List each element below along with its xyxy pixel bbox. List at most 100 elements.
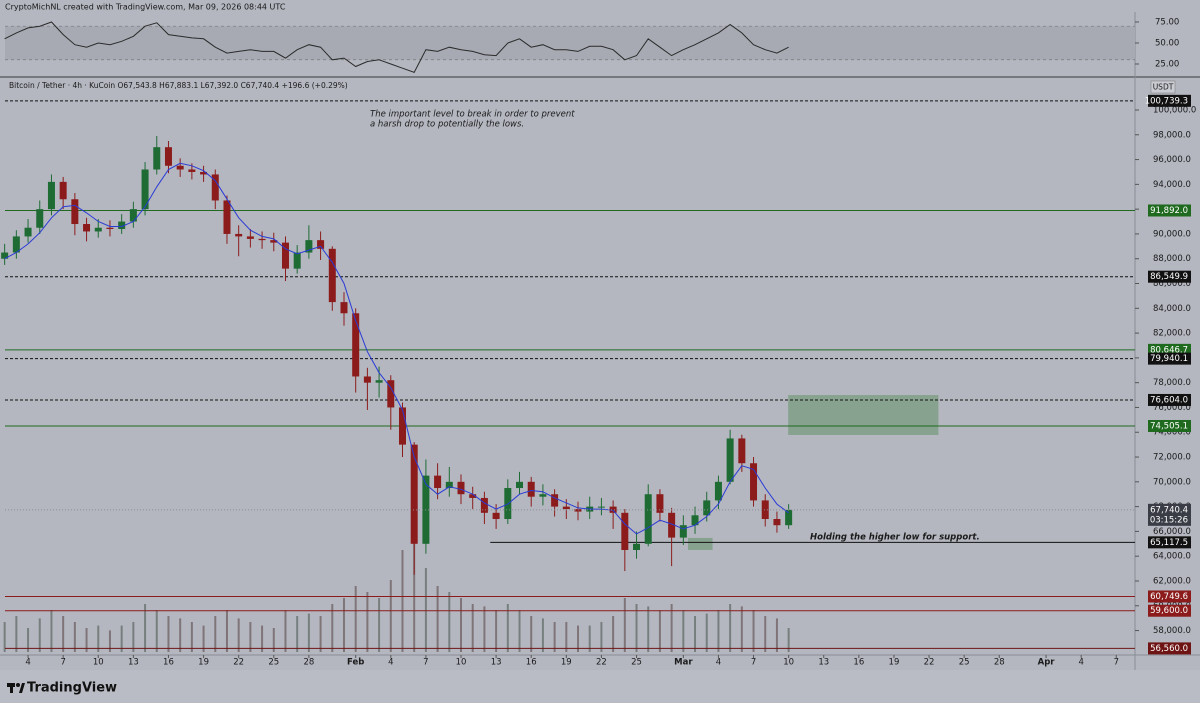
x-tick-label: 10 [456, 658, 467, 668]
volume-bar [483, 606, 486, 652]
level-label: 76,604.0 [1150, 395, 1188, 405]
level-label-box [1148, 419, 1191, 432]
level-label: 56,560.0 [1150, 644, 1188, 654]
volume-bar [389, 580, 392, 652]
rsi-line [4, 21, 789, 74]
y-tick-label: 94,000.0 [1153, 180, 1191, 190]
y-tick-label: 78,000.0 [1153, 378, 1191, 388]
x-tick-label: 28 [303, 658, 314, 668]
candle-body [445, 481, 453, 489]
brand: TradingView [27, 681, 117, 696]
candle-body [679, 525, 687, 538]
level-label: 80,646.7 [1150, 345, 1188, 355]
candle-body [633, 543, 641, 550]
x-tick-label: 7 [751, 658, 756, 668]
volume-bar [600, 622, 603, 652]
volume-bar [506, 604, 509, 652]
candle-body [118, 221, 126, 229]
volume-bar [27, 628, 30, 652]
volume-bar [366, 592, 369, 652]
candle-body [281, 242, 289, 269]
annotation: a harsh drop to potentially the lows. [370, 120, 524, 130]
candle-body [12, 236, 20, 253]
x-tick-label: 22 [596, 658, 607, 668]
x-tick-label: 19 [198, 658, 209, 668]
y-tick-label: 96,000.0 [1153, 155, 1191, 165]
volume-bar [717, 610, 720, 652]
y-tick-label: 74,000.0 [1153, 428, 1191, 438]
volume-bar [3, 622, 6, 652]
x-tick-label: 25 [959, 658, 970, 668]
candle-body [94, 227, 102, 232]
candle-body [188, 169, 196, 172]
rsi-tick-label: 50.00 [1155, 38, 1179, 48]
candle-body [516, 481, 524, 489]
candle-body [141, 169, 149, 210]
volume-bar [38, 618, 41, 652]
candle-body [352, 313, 360, 377]
candle-body [398, 407, 406, 445]
x-tick-label: 4 [1078, 658, 1083, 668]
x-tick-label: 19 [561, 658, 572, 668]
candle-body [223, 200, 231, 234]
volume-bar [214, 616, 217, 652]
level-label-box [1148, 590, 1191, 603]
annotation: Holding the higher low for support. [810, 533, 980, 543]
x-tick-label: 10 [783, 658, 794, 668]
level-label: 86,549.9 [1150, 272, 1188, 282]
volume-bar [155, 610, 158, 652]
x-tick-label: 19 [889, 658, 900, 668]
volume-bar [15, 616, 18, 652]
x-tick-label: 28 [994, 658, 1005, 668]
candle-body [363, 376, 371, 383]
x-tick-label: 4 [716, 658, 721, 668]
volume-bar [764, 616, 767, 652]
level-label-box [1148, 604, 1191, 617]
candle-body [527, 481, 535, 497]
x-tick-label: 13 [128, 658, 139, 668]
candle-body [574, 509, 582, 512]
candle-body [691, 515, 699, 526]
volume-bar [284, 610, 287, 652]
level-label-box [1148, 393, 1191, 406]
volume-bar [132, 622, 135, 652]
volume-bar [752, 610, 755, 652]
level-label: 60,749.6 [1150, 592, 1188, 602]
volume-bar [460, 598, 463, 652]
level-label: 65,117.5 [1150, 538, 1188, 548]
zone [788, 395, 939, 435]
candle-body [200, 171, 208, 175]
volume-bar [108, 630, 111, 652]
candle-body [656, 494, 664, 513]
volume-bar [588, 625, 591, 652]
candle-body [551, 494, 559, 507]
volume-bar [787, 628, 790, 652]
candle-body [785, 509, 793, 526]
volume-bar [530, 616, 533, 652]
volume-bar [272, 628, 275, 652]
candle-body [387, 380, 395, 408]
candle-body [246, 236, 254, 239]
volume-bar [225, 610, 228, 652]
currency: USDT [1153, 83, 1174, 92]
volume-bar [635, 604, 638, 652]
candle-body [480, 497, 488, 513]
candle-body [434, 475, 442, 489]
volume-bar [740, 606, 743, 652]
volume-bar [307, 613, 310, 652]
x-tick-label: 25 [268, 658, 279, 668]
x-tick-label: Feb [347, 658, 364, 668]
candle-body [539, 494, 547, 497]
x-tick-label: Apr [1038, 658, 1056, 668]
candle-body [59, 181, 67, 200]
volume-bar [85, 628, 88, 652]
candle-body [129, 209, 137, 222]
candle-body [562, 506, 570, 510]
y-tick-label: 62,000.0 [1153, 576, 1191, 586]
candle-body [457, 481, 465, 495]
candle-body [305, 240, 313, 253]
level-label-box [1148, 642, 1191, 655]
volume-bar [565, 622, 568, 652]
